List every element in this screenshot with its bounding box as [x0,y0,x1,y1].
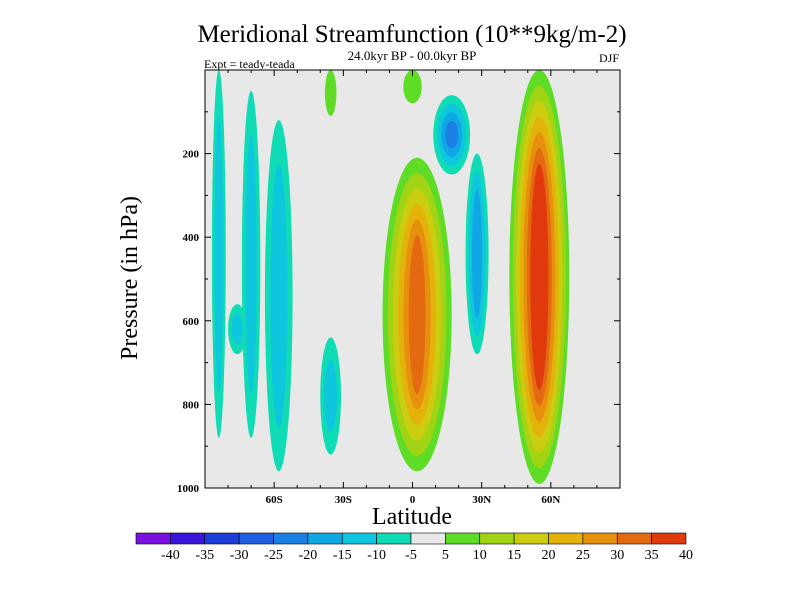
cell-south-lower [320,337,342,455]
contour-level-5 [324,70,337,116]
colorbar-swatch [548,532,584,545]
cell-north-mid [465,153,489,355]
colorbar-label: -40 [161,548,180,563]
colorbar-swatch [616,532,652,545]
colorbar-swatch [513,532,549,545]
y-axis-label: Pressure (in hPa) [117,196,143,360]
colorbar-label: 40 [679,548,693,563]
y-tick-label: 1000 [177,483,200,495]
colorbar-label: 10 [473,548,487,563]
colorbar-swatch [582,532,618,545]
colorbar: -40 -35 -30 -25 -20 -15 -10 -5 5 10 15 20 25 30 35 40 [135,532,693,563]
chart-title: Meridional Streamfunction (10**9kg/m-2) [197,21,626,48]
colorbar-label: -10 [367,548,386,563]
cell-southern-small [228,304,247,355]
colorbar-swatch [135,532,171,545]
colorbar-swatch [238,532,274,545]
x-tick-label: 30N [472,494,491,506]
colorbar-label: 30 [610,548,624,563]
colorbar-swatch [651,532,687,545]
colorbar-swatch [376,532,412,545]
colorbar-swatch [204,532,240,545]
x-tick-label: 30S [335,494,352,506]
x-tick-label: 60S [266,494,283,506]
y-tick-label: 600 [183,316,200,328]
contour-level--10 [245,134,257,395]
colorbar-swatch [170,532,206,545]
colorbar-label: -30 [230,548,249,563]
x-tick-label: 60N [541,494,560,506]
colorbar-swatch [307,532,343,545]
colorbar-label: 35 [645,548,659,563]
cell-midlat-north [509,70,570,484]
colorbar-label: 20 [542,548,556,563]
chart-subtitle: 24.0kyr BP - 00.0kyr BP [348,48,477,63]
colorbar-swatch [445,532,481,545]
colorbar-label: 5 [442,548,449,563]
contour-level--10 [270,164,288,428]
contour-fields [211,70,570,484]
contour-level-5 [403,70,422,104]
colorbar-label: 25 [576,548,590,563]
colorbar-swatch [341,532,377,545]
cell-far-south-a [211,70,226,438]
contour-level-30 [408,234,426,395]
colorbar-swatch [479,532,515,545]
cell-north-upper [433,95,471,175]
y-tick-label: 800 [183,399,200,411]
contour-level--10 [231,313,243,345]
y-tick-label: 400 [183,232,200,244]
y-tick-label: 200 [183,149,200,161]
colorbar-label: -25 [264,548,283,563]
cell-tropical-top [403,70,422,104]
cell-far-south-b [241,90,261,438]
colorbar-swatch [273,532,309,545]
cell-south-mid [264,120,293,472]
colorbar-swatch [410,532,446,545]
colorbar-label: -5 [405,548,417,563]
contour-level-40 [533,179,545,375]
cell-subtrop-top [324,70,337,116]
contour-level--15 [471,189,483,319]
x-axis: 60S 30S 0 30N 60N [227,70,598,506]
season-note: DJF [599,51,619,65]
x-tick-label: 0 [410,494,416,506]
colorbar-label: -15 [333,548,352,563]
colorbar-label: 15 [507,548,521,563]
x-axis-label: Latitude [372,504,452,530]
colorbar-label: -20 [299,548,318,563]
y-axis: 200 400 600 800 1000 [177,111,620,495]
contour-level--10 [324,360,338,433]
cell-tropical-north [382,157,452,472]
colorbar-label: -35 [195,548,214,563]
contour-level--20 [445,120,459,149]
contour-level--10 [214,115,224,392]
experiment-note: Expt = teady-teada [204,57,295,71]
